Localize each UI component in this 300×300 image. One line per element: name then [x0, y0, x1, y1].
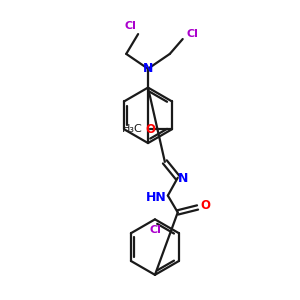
Text: O: O	[145, 123, 155, 136]
Text: N: N	[143, 62, 153, 75]
Text: HN: HN	[146, 191, 166, 204]
Text: Cl: Cl	[124, 21, 136, 31]
Text: Cl: Cl	[187, 29, 199, 39]
Text: O: O	[200, 199, 211, 212]
Text: H₃C: H₃C	[122, 124, 143, 134]
Text: N: N	[178, 172, 188, 185]
Text: Cl: Cl	[149, 225, 161, 235]
